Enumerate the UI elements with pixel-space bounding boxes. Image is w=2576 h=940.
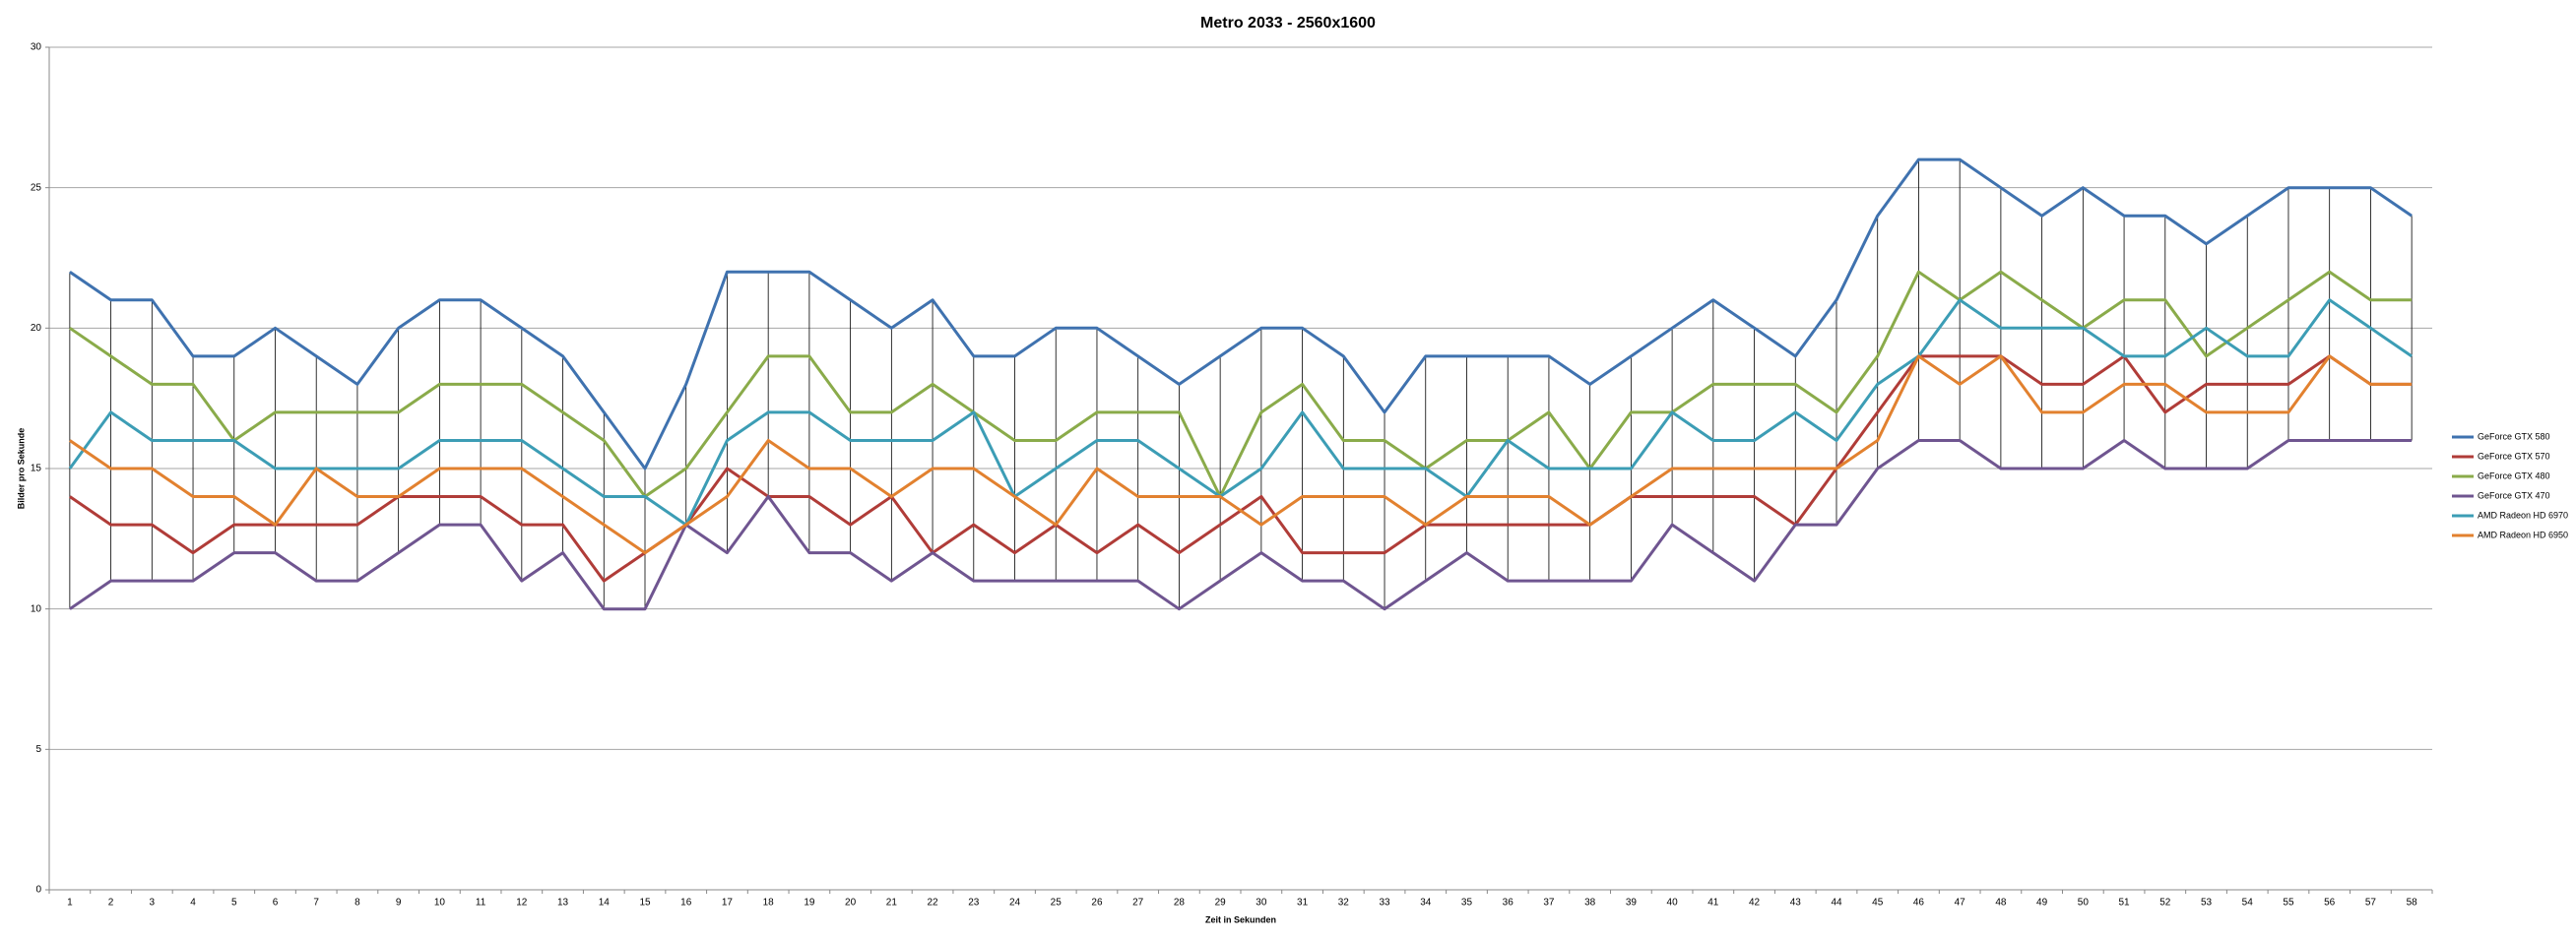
x-tick-label: 45 [1872, 898, 1884, 909]
x-tick-label: 47 [1955, 898, 1966, 909]
x-tick-label: 41 [1707, 898, 1719, 909]
legend-label: GeForce GTX 470 [2478, 490, 2550, 500]
x-tick-label: 37 [1543, 898, 1555, 909]
y-tick-label: 0 [35, 885, 41, 896]
legend-label: GeForce GTX 580 [2478, 431, 2550, 441]
x-tick-label: 51 [2119, 898, 2131, 909]
x-tick-label: 53 [2201, 898, 2213, 909]
x-tick-label: 39 [1626, 898, 1638, 909]
x-tick-label: 7 [313, 898, 319, 909]
series-line [69, 354, 2413, 555]
x-tick-label: 27 [1132, 898, 1144, 909]
x-tick-label: 12 [516, 898, 528, 909]
y-tick-label: 5 [35, 744, 41, 755]
x-tick-label: 14 [599, 898, 611, 909]
x-tick-label: 18 [763, 898, 775, 909]
x-tick-label: 25 [1051, 898, 1063, 909]
x-tick-label: 4 [190, 898, 196, 909]
series-line [69, 270, 2413, 498]
legend-label: GeForce GTX 480 [2478, 470, 2550, 480]
series-line [68, 298, 2413, 527]
y-tick-label: 30 [31, 42, 42, 53]
x-tick-label: 50 [2078, 898, 2090, 909]
y-tick-label: 25 [31, 182, 42, 193]
x-tick-label: 35 [1461, 898, 1473, 909]
x-tick-label: 30 [1256, 898, 1267, 909]
y-axis-title: Bilder pro Sekunde [16, 428, 26, 510]
x-tick-label: 34 [1420, 898, 1432, 909]
x-tick-label: 6 [273, 898, 279, 909]
x-tick-label: 33 [1379, 898, 1390, 909]
x-tick-label: 46 [1913, 898, 1925, 909]
x-tick-label: 17 [722, 898, 734, 909]
x-tick-label: 48 [1995, 898, 2007, 909]
legend-label: AMD Radeon HD 6950 [2478, 530, 2568, 539]
x-tick-label: 28 [1174, 898, 1186, 909]
y-tick-label: 15 [31, 464, 42, 474]
x-tick-label: 20 [845, 898, 857, 909]
x-tick-label: 23 [968, 898, 980, 909]
x-tick-label: 56 [2324, 898, 2336, 909]
x-tick-label: 49 [2036, 898, 2048, 909]
x-tick-label: 2 [108, 898, 114, 909]
legend-label: AMD Radeon HD 6970 [2478, 510, 2568, 520]
x-tick-label: 40 [1667, 898, 1679, 909]
legend-label: GeForce GTX 570 [2478, 451, 2550, 461]
x-tick-label: 52 [2159, 898, 2171, 909]
x-tick-label: 9 [396, 898, 402, 909]
x-tick-label: 26 [1091, 898, 1103, 909]
x-tick-label: 15 [639, 898, 651, 909]
x-tick-label: 29 [1215, 898, 1227, 909]
x-tick-label: 19 [804, 898, 815, 909]
x-axis-title: Zeit in Sekunden [1205, 914, 1276, 924]
series-line [69, 439, 2413, 611]
x-tick-label: 22 [928, 898, 939, 909]
x-tick-label: 3 [150, 898, 156, 909]
x-tick-label: 42 [1749, 898, 1761, 909]
chart-title: Metro 2033 - 2560x1600 [1200, 15, 1376, 31]
x-tick-label: 13 [557, 898, 569, 909]
x-tick-label: 43 [1790, 898, 1802, 909]
x-tick-label: 54 [2242, 898, 2254, 909]
x-tick-label: 1 [67, 898, 73, 909]
x-tick-label: 8 [354, 898, 360, 909]
x-tick-label: 38 [1584, 898, 1596, 909]
x-tick-label: 11 [476, 898, 486, 909]
y-tick-label: 10 [31, 603, 42, 614]
x-tick-label: 31 [1297, 898, 1309, 909]
series-line [69, 157, 2413, 470]
x-tick-label: 36 [1503, 898, 1514, 909]
x-tick-label: 24 [1009, 898, 1021, 909]
x-tick-label: 58 [2407, 898, 2418, 909]
x-tick-label: 44 [1831, 898, 1842, 909]
x-tick-label: 55 [2283, 898, 2294, 909]
x-tick-label: 5 [231, 898, 237, 909]
x-tick-label: 21 [886, 898, 898, 909]
x-tick-label: 32 [1338, 898, 1350, 909]
y-tick-label: 20 [31, 323, 42, 334]
x-tick-label: 10 [434, 898, 446, 909]
x-tick-label: 16 [680, 898, 692, 909]
x-tick-label: 57 [2365, 898, 2377, 909]
